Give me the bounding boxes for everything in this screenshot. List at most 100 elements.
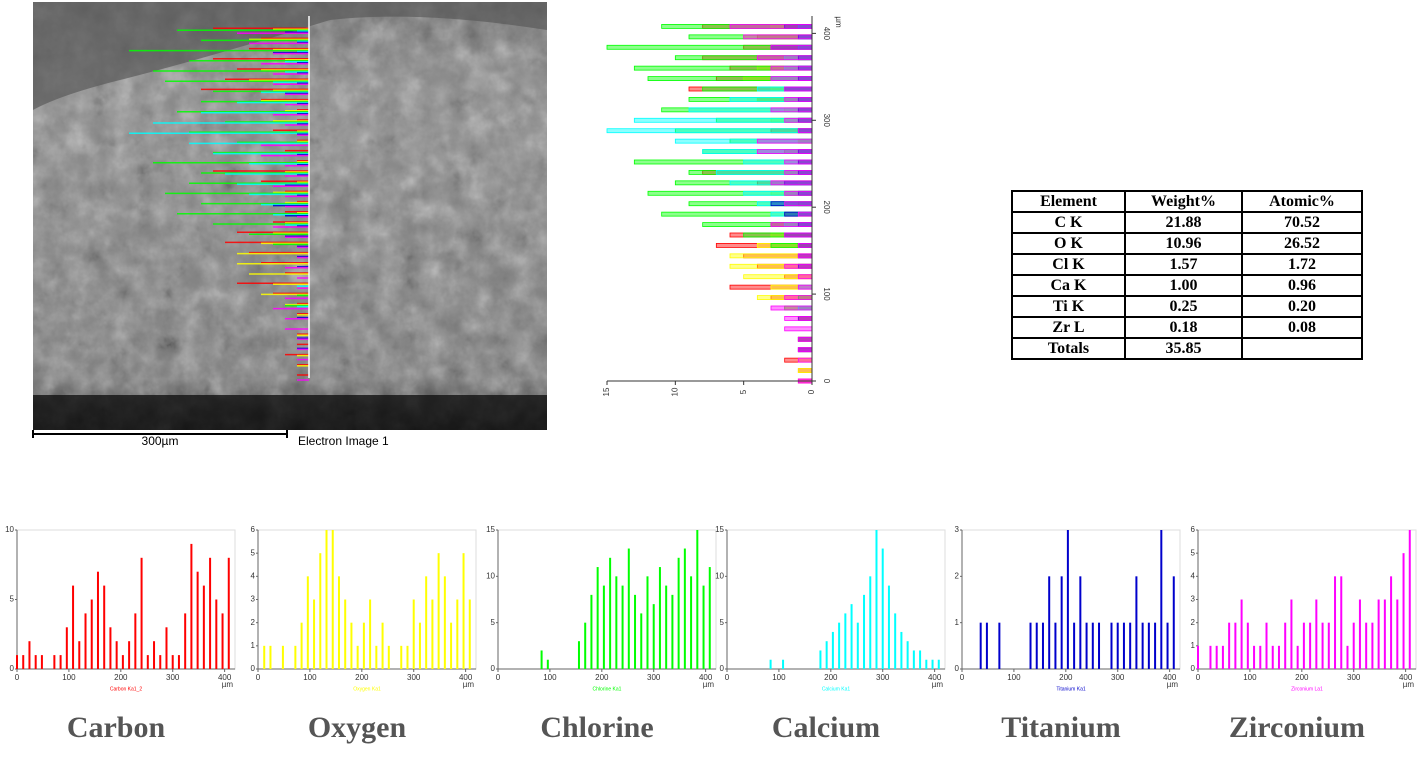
x-tick-label: 200 (595, 673, 609, 682)
bar (1035, 622, 1038, 669)
profile-bar (743, 34, 813, 40)
profile-bar (606, 128, 813, 134)
bar (1346, 645, 1349, 669)
profile-bar (797, 128, 813, 134)
bar (782, 659, 785, 669)
y-tick-label: 3 (1191, 595, 1196, 604)
profile-bar (770, 76, 813, 81)
x-tick-label: 100 (543, 673, 557, 682)
bar (115, 641, 118, 669)
profile-bar (797, 336, 813, 342)
bar (1166, 622, 1169, 669)
bar (1197, 645, 1199, 669)
x-tick-label: 15 (602, 387, 611, 396)
x-tick-label: 0 (256, 673, 261, 682)
y-unit: µm (834, 16, 843, 28)
bar (1246, 622, 1249, 669)
bar (90, 599, 93, 669)
profile-bar (784, 232, 813, 238)
bar (985, 622, 988, 669)
y-tick-label: 15 (486, 525, 495, 534)
bar (838, 622, 841, 669)
results-table: Element Weight% Atomic% C K 21.88 70.52 O K 10.… (1011, 190, 1363, 360)
profile-bar (784, 201, 813, 207)
table-row: C K 21.88 70.52 (1011, 211, 1363, 234)
x-tick-label: 200 (824, 673, 838, 682)
profile-bar (770, 65, 813, 71)
table-row: Ca K 1.00 0.96 (1011, 274, 1363, 297)
chart-title: Titanium (1001, 711, 1121, 744)
bar (65, 627, 68, 669)
profile-bar (770, 305, 813, 311)
bar (319, 553, 322, 669)
bar (1265, 622, 1268, 669)
bar (221, 613, 224, 669)
image-caption: Electron Image 1 (298, 434, 389, 448)
bar (1147, 622, 1150, 669)
table-cell: Weight% (1124, 190, 1243, 213)
bar (708, 567, 711, 669)
bar (677, 557, 680, 669)
bar (331, 530, 334, 669)
bar (577, 641, 580, 669)
legend-label: Chlorine Ka1 (593, 686, 622, 692)
plot-frame (16, 529, 236, 670)
bar (313, 599, 316, 669)
x-unit: µm (222, 680, 234, 689)
bar (78, 641, 81, 669)
bar (1340, 576, 1343, 669)
bar (1277, 645, 1280, 669)
bar (215, 599, 218, 669)
bar (443, 576, 446, 669)
x-tick-label: 0 (496, 673, 501, 682)
bar (1073, 622, 1076, 669)
bar (998, 622, 1001, 669)
x-tick-label: 400 (1399, 673, 1413, 682)
legend-label: Carbon Ka1_2 (110, 686, 142, 692)
bar (1141, 622, 1144, 669)
table-row: Zr L 0.18 0.08 (1011, 316, 1363, 339)
x-tick-label: 100 (1007, 673, 1021, 682)
bar (1079, 576, 1082, 669)
bar (912, 650, 915, 669)
y-tick-label: 1 (955, 618, 960, 627)
x-tick-label: 300 (876, 673, 890, 682)
legend-label: Oxygen Ka1 (353, 686, 381, 692)
profile-bar (784, 97, 813, 102)
bar (362, 622, 365, 669)
bar (869, 576, 872, 669)
bar (1209, 645, 1212, 669)
x-tick-label: 0 (960, 673, 965, 682)
bar (652, 604, 655, 669)
bar (696, 530, 699, 669)
bar (546, 659, 549, 669)
bar (1383, 599, 1386, 669)
y-tick-label: 400 (822, 27, 831, 41)
bar (337, 576, 340, 669)
plot-frame (726, 529, 946, 670)
bar (1271, 645, 1274, 669)
y-tick-label: 0 (491, 664, 496, 673)
x-tick-label: 200 (114, 673, 128, 682)
bar (658, 567, 661, 669)
bar (1228, 622, 1231, 669)
x-unit: µm (1403, 680, 1415, 689)
table-cell: 1.72 (1241, 253, 1363, 276)
bar (1054, 622, 1057, 669)
bar (627, 548, 630, 669)
table-cell: Totals (1011, 337, 1126, 360)
profile-bar (797, 243, 813, 248)
x-tick-label: 0 (725, 673, 730, 682)
plot-frame (257, 529, 477, 670)
bar (34, 655, 37, 669)
bar (1302, 622, 1305, 669)
bar (1172, 576, 1175, 669)
bar (462, 553, 465, 669)
x-tick-label: 400 (928, 673, 942, 682)
table-cell: 26.52 (1241, 232, 1363, 255)
profile-bar (784, 170, 813, 175)
bar (831, 631, 834, 669)
bar (1129, 622, 1132, 669)
chart-title: Chlorine (540, 711, 653, 744)
y-tick-label: 1 (1191, 641, 1196, 650)
